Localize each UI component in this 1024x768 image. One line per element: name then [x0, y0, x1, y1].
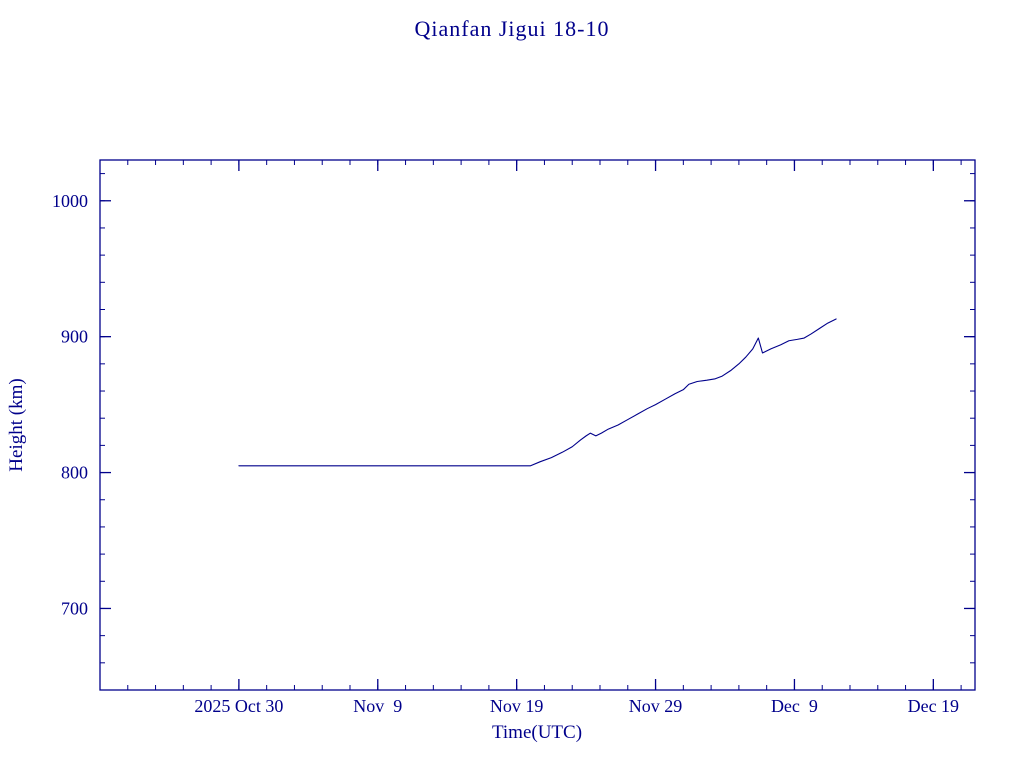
y-tick-label: 900 [61, 327, 88, 347]
chart-title: Qianfan Jigui 18-10 [414, 16, 610, 41]
x-axis-label: Time(UTC) [492, 722, 582, 743]
y-tick-label: 1000 [52, 191, 88, 211]
y-axis-label: Height (km) [6, 378, 27, 471]
x-tick-label: Nov 9 [353, 696, 402, 716]
x-tick-label: Nov 19 [490, 696, 544, 716]
y-tick-label: 700 [61, 598, 88, 618]
x-tick-label: Dec 9 [771, 696, 818, 716]
y-tick-label: 800 [61, 463, 88, 483]
data-line-height-km [238, 318, 837, 467]
x-tick-label: Dec 19 [908, 696, 959, 716]
x-tick-label: 2025 Oct 30 [194, 696, 283, 716]
plot-generated-group: 2025 Oct 30 Nov 9 Nov 19 Nov 29 Dec 9 Dec 19 7… [52, 159, 976, 716]
plot-frame [99, 159, 976, 691]
x-tick-label: Nov 29 [629, 696, 683, 716]
